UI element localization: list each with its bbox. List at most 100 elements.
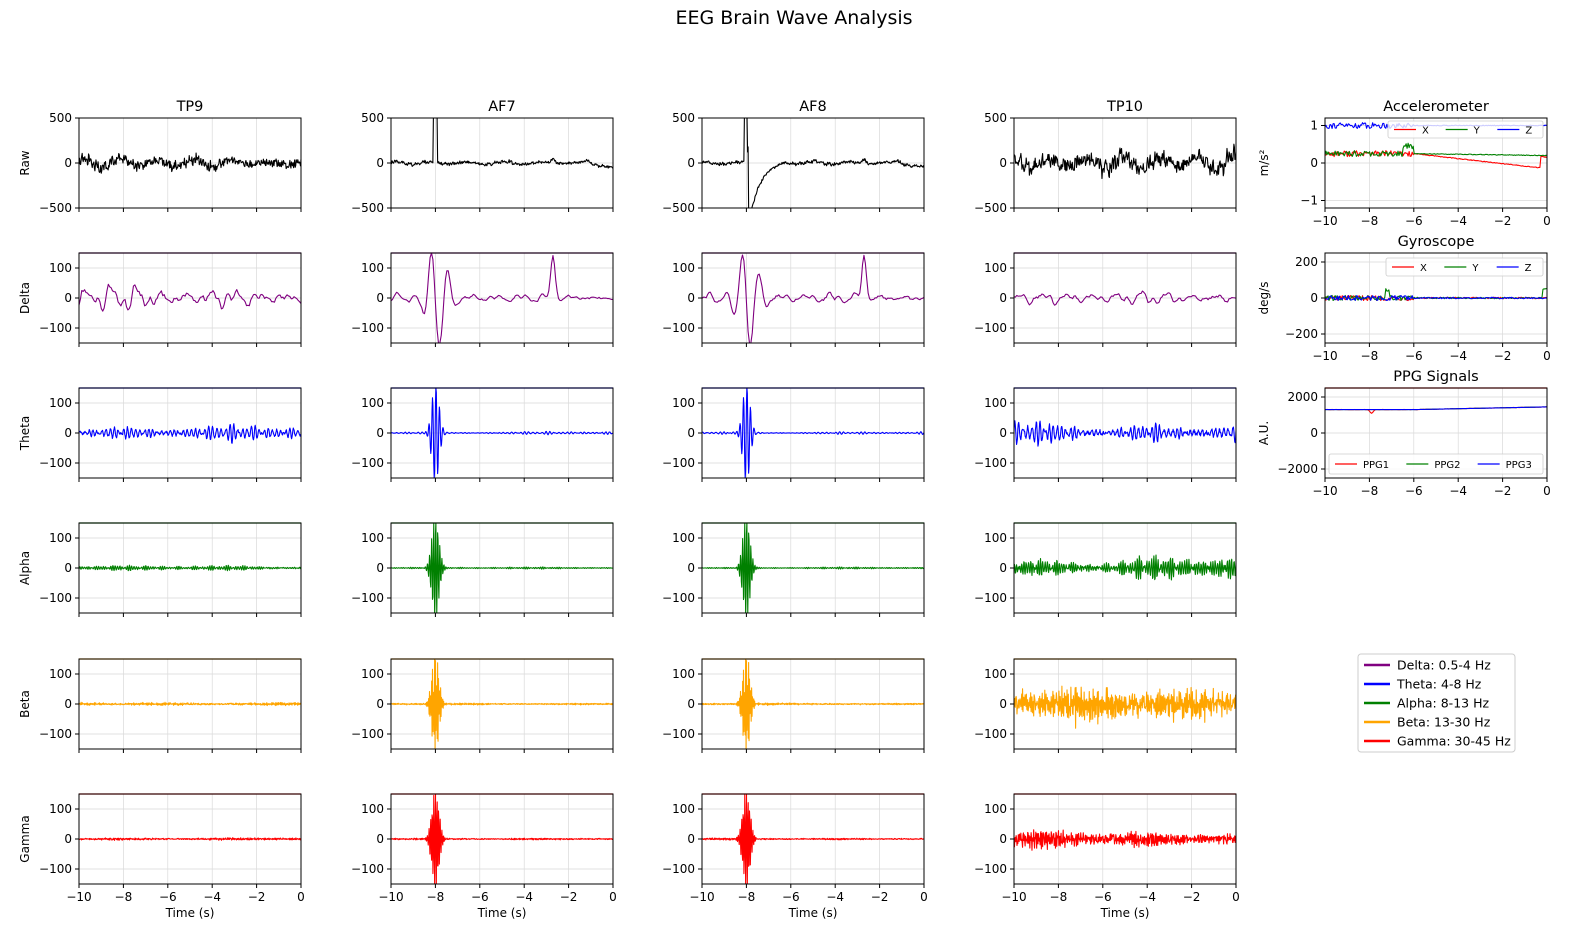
panel-raw-af8: −500 0 500 AF8 — [662, 99, 925, 215]
panel-theta-tp9: −100 0 100 Theta — [18, 387, 302, 482]
sensor-panel-gyroscope: −10 −8 −6 −4 −2 0 −200 0 200 Gyroscope deg/s X Y Z — [1257, 234, 1551, 363]
panel-beta-tp10: −100 0 100 — [974, 658, 1237, 753]
band-legend-label: Gamma: 30-45 Hz — [1397, 734, 1511, 749]
panel-beta-tp9: −100 0 100 Beta — [18, 658, 302, 753]
sensor-y-label: deg/s — [1257, 282, 1271, 315]
y-tick-label: 500 — [49, 111, 72, 125]
panel-alpha-af7: −100 0 100 — [351, 522, 614, 617]
band-legend-label: Beta: 13-30 Hz — [1397, 715, 1491, 730]
series-line-theta — [701, 387, 925, 479]
panel-gamma-af8: −10 −8 −6 −4 −2 0 −100 0 100 Time (s) — [662, 793, 928, 920]
y-tick-label: −100 — [39, 591, 72, 605]
y-tick-label: 0 — [376, 426, 384, 440]
panel-gamma-tp9: −10 −8 −6 −4 −2 0 −100 0 100 Gamma Time (s) — [18, 793, 305, 920]
y-tick-label: 100 — [984, 667, 1007, 681]
series-line-raw — [78, 152, 302, 174]
x-tick-label: −10 — [1312, 484, 1337, 498]
y-tick-label: 100 — [672, 531, 695, 545]
y-tick-label: 0 — [64, 156, 72, 170]
x-tick-label: −8 — [115, 890, 133, 904]
y-tick-label: −100 — [974, 321, 1007, 335]
y-tick-label: 0 — [999, 697, 1007, 711]
y-tick-label: 0 — [687, 426, 695, 440]
y-tick-label: −100 — [39, 321, 72, 335]
y-tick-label: −2000 — [1277, 462, 1318, 476]
x-tick-label: 0 — [1543, 349, 1551, 363]
y-tick-label: 0 — [687, 832, 695, 846]
y-tick-label: 100 — [672, 667, 695, 681]
row-label: Theta — [18, 416, 32, 451]
sensor-legend-label: X — [1422, 126, 1429, 137]
series-line-raw — [701, 117, 925, 209]
y-tick-label: 0 — [1310, 156, 1318, 170]
x-tick-label: −8 — [1361, 349, 1379, 363]
y-tick-label: −100 — [39, 862, 72, 876]
y-tick-label: −100 — [39, 456, 72, 470]
band-legend-label: Delta: 0.5-4 Hz — [1397, 658, 1491, 673]
y-tick-label: −100 — [662, 727, 695, 741]
y-tick-label: 0 — [999, 426, 1007, 440]
y-tick-label: −100 — [351, 321, 384, 335]
sensor-legend-box — [1328, 453, 1544, 475]
x-tick-label: −8 — [738, 890, 756, 904]
channel-title: TP10 — [1106, 99, 1143, 115]
y-tick-label: 0 — [999, 832, 1007, 846]
series-line-beta — [1013, 685, 1237, 729]
channel-title: TP9 — [176, 99, 204, 115]
x-tick-label: 0 — [1543, 214, 1551, 228]
x-axis-label: Time (s) — [788, 906, 838, 920]
y-tick-label: 200 — [1295, 255, 1318, 269]
y-tick-label: 0 — [376, 697, 384, 711]
series-line-delta — [78, 283, 302, 312]
band-legend-label: Alpha: 8-13 Hz — [1397, 696, 1489, 711]
y-tick-label: 0 — [687, 561, 695, 575]
y-tick-label: −100 — [974, 591, 1007, 605]
y-tick-label: 100 — [49, 261, 72, 275]
series-line-gamma — [390, 793, 614, 885]
panel-raw-tp10: −500 0 500 TP10 — [974, 99, 1237, 215]
y-tick-label: −500 — [662, 201, 695, 215]
y-tick-label: 500 — [361, 111, 384, 125]
y-tick-label: 0 — [64, 426, 72, 440]
sensor-title: Gyroscope — [1398, 234, 1475, 250]
y-tick-label: −100 — [351, 591, 384, 605]
y-tick-label: 100 — [984, 396, 1007, 410]
y-tick-label: 0 — [64, 561, 72, 575]
sensor-legend-label: Y — [1473, 126, 1481, 137]
sensor-series-z — [1324, 294, 1548, 302]
y-tick-label: 100 — [984, 802, 1007, 816]
series-line-delta — [701, 254, 925, 344]
y-tick-label: −100 — [662, 321, 695, 335]
y-tick-label: 100 — [49, 667, 72, 681]
y-tick-label: 0 — [1310, 426, 1318, 440]
series-line-delta — [390, 252, 614, 344]
sensor-legend-label: PPG1 — [1363, 460, 1389, 471]
figure-title: EEG Brain Wave Analysis — [675, 7, 912, 29]
panel-beta-af7: −100 0 100 — [351, 658, 614, 753]
sensor-panel-ppg-signals: −10 −8 −6 −4 −2 0 −2000 0 2000 PPG Signals A.U. PPG… — [1257, 369, 1551, 498]
series-line-alpha — [78, 564, 302, 572]
y-tick-label: 1 — [1310, 119, 1318, 133]
sensor-legend-label: PPG2 — [1434, 460, 1460, 471]
panel-alpha-tp9: −100 0 100 Alpha — [18, 522, 302, 617]
series-line-theta — [390, 387, 614, 479]
y-tick-label: −100 — [351, 727, 384, 741]
x-tick-label: −8 — [1361, 484, 1379, 498]
y-tick-label: 100 — [49, 531, 72, 545]
y-tick-label: 100 — [361, 802, 384, 816]
panel-beta-af8: −100 0 100 — [662, 658, 925, 753]
row-label: Beta — [18, 690, 32, 718]
sensor-y-label: A.U. — [1257, 421, 1271, 445]
series-line-theta — [78, 423, 302, 444]
band-legend-label: Theta: 4-8 Hz — [1396, 677, 1482, 692]
y-tick-label: 0 — [376, 561, 384, 575]
x-tick-label: −10 — [378, 890, 403, 904]
panel-theta-af8: −100 0 100 — [662, 387, 925, 482]
x-tick-label: −2 — [1494, 484, 1512, 498]
y-tick-label: −500 — [351, 201, 384, 215]
x-tick-label: −6 — [1405, 484, 1423, 498]
y-tick-label: −1 — [1300, 194, 1318, 208]
x-tick-label: −6 — [471, 890, 489, 904]
panel-gamma-af7: −10 −8 −6 −4 −2 0 −100 0 100 Time (s) — [351, 793, 617, 920]
